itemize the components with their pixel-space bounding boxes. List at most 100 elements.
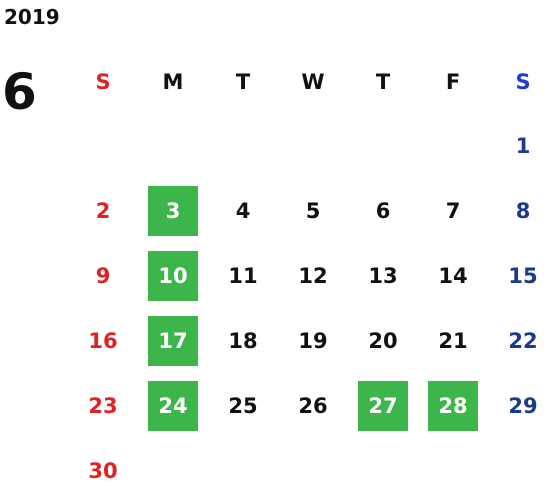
day-cell[interactable]: 8 — [488, 185, 548, 237]
day-number — [148, 121, 198, 171]
day-cell[interactable]: 27 — [348, 380, 418, 432]
day-number: 30 — [88, 459, 118, 483]
day-cell[interactable]: 22 — [488, 315, 548, 367]
day-cell[interactable]: 30 — [68, 445, 138, 497]
day-number — [218, 446, 268, 496]
weekday-header-fri: F — [445, 70, 461, 94]
day-cell[interactable]: 18 — [208, 315, 278, 367]
weekday-header-thu: T — [375, 70, 391, 94]
day-number: 29 — [508, 394, 538, 418]
weekday-header-tue: T — [235, 70, 251, 94]
day-cell[interactable]: 24 — [138, 380, 208, 432]
day-number: 28 — [428, 381, 478, 431]
day-cell[interactable]: 26 — [278, 380, 348, 432]
day-number: 2 — [95, 199, 111, 223]
day-cell[interactable]: 15 — [488, 250, 548, 302]
day-number: 24 — [148, 381, 198, 431]
day-number: 3 — [148, 186, 198, 236]
day-number: 1 — [515, 134, 531, 158]
weekday-header-sat: S — [515, 70, 531, 94]
day-cell[interactable]: 6 — [348, 185, 418, 237]
day-number: 4 — [235, 199, 251, 223]
day-number: 14 — [438, 264, 468, 288]
empty-day-cell — [488, 445, 548, 497]
day-number: 16 — [88, 329, 118, 353]
day-number — [358, 446, 408, 496]
empty-day-cell — [208, 445, 278, 497]
day-number — [288, 446, 338, 496]
empty-day-cell — [68, 120, 138, 172]
day-number — [148, 446, 198, 496]
day-cell[interactable]: 20 — [348, 315, 418, 367]
day-number: 22 — [508, 329, 538, 353]
day-cell[interactable]: 1 — [488, 120, 548, 172]
day-cell[interactable]: 3 — [138, 185, 208, 237]
month-label: 6 — [2, 63, 37, 121]
day-cell[interactable]: 21 — [418, 315, 488, 367]
day-cell[interactable]: 29 — [488, 380, 548, 432]
day-number: 20 — [368, 329, 398, 353]
day-number: 12 — [298, 264, 328, 288]
day-cell[interactable]: 11 — [208, 250, 278, 302]
day-number: 21 — [438, 329, 468, 353]
day-cell[interactable]: 7 — [418, 185, 488, 237]
day-cell[interactable]: 9 — [68, 250, 138, 302]
day-number: 26 — [298, 394, 328, 418]
day-number: 23 — [88, 394, 118, 418]
week-row: 16 17 18 19 20 21 22 — [68, 315, 548, 367]
week-row: 30 — [68, 445, 548, 497]
day-number: 17 — [148, 316, 198, 366]
empty-day-cell — [278, 120, 348, 172]
day-cell[interactable]: 17 — [138, 315, 208, 367]
day-cell[interactable]: 13 — [348, 250, 418, 302]
weekday-header-mon: M — [162, 70, 184, 94]
day-number: 9 — [95, 264, 111, 288]
empty-day-cell — [348, 120, 418, 172]
day-cell[interactable]: 25 — [208, 380, 278, 432]
day-cell[interactable]: 16 — [68, 315, 138, 367]
day-number: 6 — [375, 199, 391, 223]
year-label: 2019 — [4, 5, 60, 29]
day-number: 18 — [228, 329, 258, 353]
weekday-header-wed: W — [301, 70, 325, 94]
day-cell[interactable]: 5 — [278, 185, 348, 237]
day-cell[interactable]: 19 — [278, 315, 348, 367]
day-number: 7 — [445, 199, 461, 223]
day-number: 25 — [228, 394, 258, 418]
empty-day-cell — [278, 445, 348, 497]
day-number: 13 — [368, 264, 398, 288]
day-number: 10 — [148, 251, 198, 301]
empty-day-cell — [138, 445, 208, 497]
day-number — [78, 121, 128, 171]
day-cell[interactable]: 23 — [68, 380, 138, 432]
day-number — [498, 446, 548, 496]
day-number — [288, 121, 338, 171]
empty-day-cell — [418, 120, 488, 172]
day-number: 11 — [228, 264, 258, 288]
day-cell[interactable]: 12 — [278, 250, 348, 302]
day-cell[interactable]: 4 — [208, 185, 278, 237]
day-number: 19 — [298, 329, 328, 353]
week-row: 23 24 25 26 27 28 29 — [68, 380, 548, 432]
week-row: 9 10 11 12 13 14 15 — [68, 250, 548, 302]
empty-day-cell — [348, 445, 418, 497]
day-number: 15 — [508, 264, 538, 288]
empty-day-cell — [208, 120, 278, 172]
day-cell[interactable]: 10 — [138, 250, 208, 302]
day-cell[interactable]: 2 — [68, 185, 138, 237]
day-number: 27 — [358, 381, 408, 431]
day-number — [358, 121, 408, 171]
day-number — [428, 446, 478, 496]
week-row: 2 3 4 5 6 7 8 — [68, 185, 548, 237]
week-row: 1 — [68, 120, 548, 172]
day-cell[interactable]: 28 — [418, 380, 488, 432]
empty-day-cell — [418, 445, 488, 497]
empty-day-cell — [138, 120, 208, 172]
day-number: 5 — [305, 199, 321, 223]
day-cell[interactable]: 14 — [418, 250, 488, 302]
day-number — [428, 121, 478, 171]
day-number: 8 — [515, 199, 531, 223]
weekday-header-sun: S — [95, 70, 111, 94]
weekday-header-row: S M T W T F S — [68, 56, 548, 108]
day-number — [218, 121, 268, 171]
